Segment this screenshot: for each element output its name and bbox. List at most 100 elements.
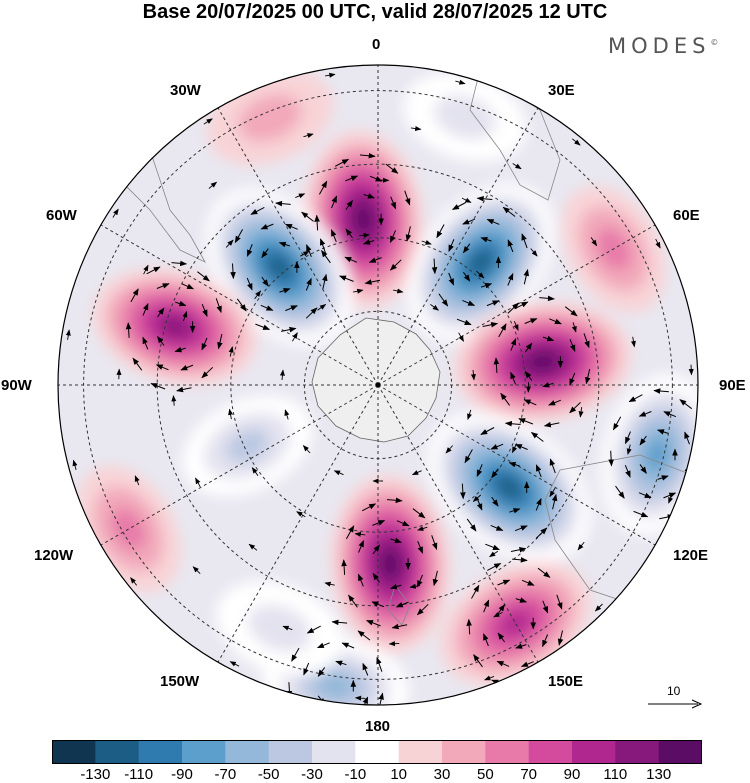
- wind-arrow: [551, 493, 558, 510]
- wind-arrow: [125, 322, 132, 338]
- wind-arrow: [486, 300, 500, 307]
- wind-arrow: [464, 449, 473, 464]
- wind-arrow: [521, 579, 535, 586]
- wind-arrow: [633, 510, 649, 518]
- wind-arrow: [354, 695, 366, 701]
- wind-arrow: [498, 323, 507, 338]
- wind-arrow: [448, 239, 455, 252]
- wind-arrow: [285, 223, 298, 230]
- wind-arrow: [317, 724, 329, 729]
- wind-arrow: [372, 520, 386, 526]
- wind-arrow: [192, 566, 201, 575]
- reference-arrow: [648, 699, 702, 709]
- wind-arrow: [314, 214, 320, 231]
- wind-arrow: [371, 601, 385, 608]
- wind-arrow: [306, 625, 321, 634]
- lon-label-120w: 120W: [34, 547, 74, 564]
- colorbar-swatch: [615, 740, 660, 764]
- wind-arrow: [486, 218, 500, 225]
- wind-arrow: [462, 218, 475, 225]
- wind-arrow: [524, 371, 533, 381]
- wind-arrow: [342, 724, 354, 729]
- lon-label-30e: 30E: [548, 82, 575, 99]
- colorbar-tick-label: 30: [433, 766, 451, 783]
- wind-arrow: [339, 275, 354, 282]
- wind-arrow: [524, 342, 533, 353]
- wind-arrow: [319, 238, 326, 254]
- reference-vector-value: 10: [667, 684, 681, 698]
- wind-arrow: [489, 550, 499, 558]
- colorbar-tick-label: 110: [603, 766, 628, 783]
- wind-arrow: [334, 158, 350, 167]
- wind-arrow: [431, 535, 438, 551]
- wind-arrow: [250, 206, 265, 215]
- wind-arrow: [663, 411, 677, 418]
- wind-arrow: [483, 599, 490, 613]
- wind-arrow: [174, 346, 186, 353]
- anomaly-contour: [354, 206, 373, 232]
- meridian-line: [377, 384, 656, 546]
- colorbar-tick-label: -130: [80, 766, 111, 783]
- wind-arrow: [217, 333, 223, 350]
- wind-arrow: [515, 597, 527, 603]
- wind-arrow: [510, 338, 517, 351]
- wind-arrow: [357, 630, 371, 641]
- wind-arrow: [497, 579, 511, 586]
- colorbar-swatch: [572, 740, 616, 764]
- wind-arrow: [171, 395, 177, 406]
- wind-arrow: [324, 581, 335, 587]
- wind-arrow: [230, 263, 236, 280]
- wind-arrow: [65, 329, 71, 340]
- wind-arrow: [569, 372, 576, 386]
- wind-arrow: [461, 197, 472, 203]
- wind-arrow: [363, 239, 375, 245]
- lon-label-150w: 150W: [160, 673, 200, 690]
- colorbar-swatch: [52, 740, 96, 764]
- wind-arrow: [393, 288, 404, 294]
- wind-arrow: [292, 332, 298, 342]
- wind-arrow: [524, 318, 538, 324]
- wind-arrow: [684, 494, 696, 507]
- wind-arrow: [197, 271, 210, 282]
- wind-arrow: [344, 256, 358, 263]
- meridian-line: [377, 384, 539, 663]
- wind-arrow: [201, 366, 214, 379]
- anomaly-contour: [646, 438, 669, 471]
- wind-arrow: [549, 318, 562, 325]
- wind-arrow: [699, 426, 704, 440]
- wind-arrow: [146, 266, 161, 275]
- wind-arrow: [594, 603, 603, 612]
- wind-arrow: [388, 641, 400, 647]
- wind-arrow: [548, 399, 561, 406]
- wind-arrow: [639, 464, 647, 474]
- wind-arrow: [112, 208, 119, 218]
- wind-arrow: [530, 248, 538, 257]
- wind-arrow: [395, 601, 409, 608]
- wind-arrow: [305, 307, 318, 319]
- wind-arrow: [412, 508, 426, 519]
- wind-arrow: [134, 475, 140, 486]
- wind-arrow: [480, 282, 493, 289]
- wind-arrow: [470, 369, 476, 381]
- wind-arrow: [359, 152, 376, 159]
- wind-arrow: [411, 470, 422, 476]
- wind-arrow: [543, 421, 560, 428]
- wind-arrow: [530, 431, 544, 442]
- wind-arrow: [535, 497, 542, 511]
- wind-arrow: [246, 244, 253, 257]
- wind-arrow: [260, 223, 274, 230]
- wind-arrow: [254, 290, 261, 300]
- wind-arrow: [182, 311, 188, 322]
- wind-arrow: [278, 241, 291, 248]
- wind-arrow: [638, 492, 652, 499]
- wind-arrow: [176, 386, 192, 393]
- wind-arrow: [638, 411, 652, 417]
- wind-arrow: [523, 268, 529, 285]
- wind-arrow: [130, 577, 138, 586]
- wind-arrow: [473, 654, 483, 668]
- wind-arrow: [303, 133, 314, 138]
- wind-arrow: [655, 238, 661, 249]
- modes-logo: MODES©: [608, 34, 718, 58]
- lon-label-30w: 30W: [170, 82, 201, 99]
- anomaly-contour: [497, 476, 521, 499]
